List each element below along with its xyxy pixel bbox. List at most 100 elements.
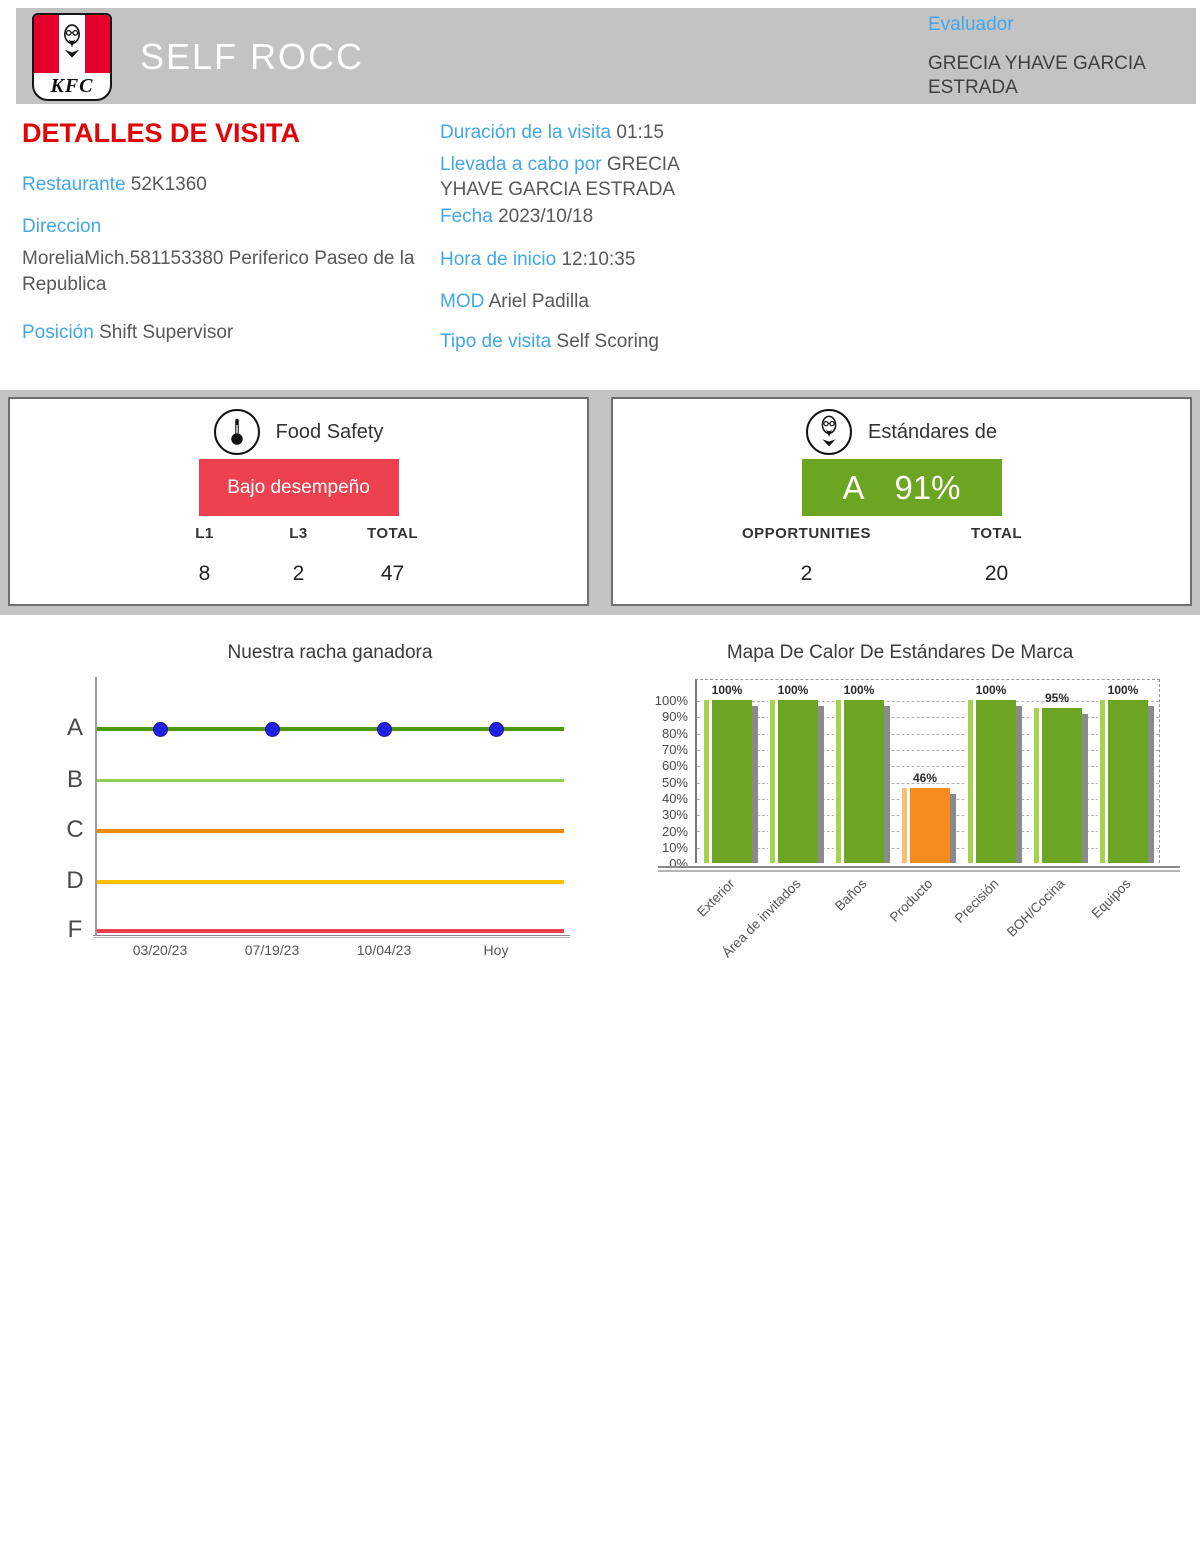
bar-fill bbox=[834, 700, 890, 863]
grade-line-d bbox=[97, 880, 564, 884]
bar-fill bbox=[966, 700, 1022, 863]
kfc-logo-text: KFC bbox=[50, 75, 94, 97]
page-title: SELF ROCC bbox=[140, 36, 365, 77]
grade-line-b bbox=[97, 779, 564, 782]
bar-chart-x-axis bbox=[658, 866, 1180, 868]
bar-value-label: 95% bbox=[1044, 691, 1070, 705]
data-point-marker bbox=[153, 721, 168, 737]
bar-fill bbox=[900, 788, 956, 863]
bar-equipos: 100% bbox=[1098, 680, 1154, 863]
evaluator-block: Evaluador GRECIA YHAVE GARCIA ESTRADA bbox=[928, 14, 1188, 100]
bar-value-label: 100% bbox=[975, 683, 1007, 697]
bar-producto: 46% bbox=[900, 680, 956, 863]
y-tick-label: 50% bbox=[661, 775, 688, 790]
detail-llevada-a-cabo: Llevada a cabo por GRECIA YHAVE GARCIA E… bbox=[440, 154, 679, 200]
brand-grade-badge: A 91% bbox=[801, 459, 1002, 516]
line-chart-y-axis bbox=[95, 677, 97, 938]
detail-duracion: Duración de la visita 01:15 bbox=[440, 122, 664, 143]
y-tick-label: 80% bbox=[661, 726, 688, 741]
bar-fill bbox=[768, 700, 824, 863]
x-category-label: Equipos bbox=[1088, 876, 1134, 922]
bar-exterior: 100% bbox=[702, 680, 758, 863]
detail-direccion-label: Direccion bbox=[22, 216, 102, 237]
brand-score: 91% bbox=[894, 468, 961, 506]
line-chart-x-axis bbox=[93, 935, 570, 938]
gridline bbox=[697, 717, 1159, 718]
line-chart-title: Nuestra racha ganadora bbox=[227, 642, 433, 663]
brand-standards-title: Estándares de bbox=[868, 420, 997, 443]
kfc-logo-stripes bbox=[34, 15, 110, 73]
kfc-logo: KFC bbox=[32, 13, 112, 101]
y-label-grade-b: B bbox=[66, 766, 83, 793]
food-safety-status-badge: Bajo desempeño bbox=[198, 459, 399, 516]
x-category-label: Área de invitados bbox=[719, 876, 804, 961]
data-point-marker bbox=[489, 721, 504, 737]
visit-details-left: DETALLES DE VISITA Restaurante 52K1360 D… bbox=[22, 118, 430, 343]
y-tick-label: 40% bbox=[661, 791, 688, 806]
y-tick-label: 60% bbox=[661, 758, 688, 773]
bar-value-label: 46% bbox=[912, 771, 938, 785]
y-tick-label: 10% bbox=[661, 840, 688, 855]
evaluator-name: GRECIA YHAVE GARCIA ESTRADA bbox=[928, 53, 1145, 98]
food-safety-header: Food Safety bbox=[10, 409, 587, 455]
y-tick-label: 70% bbox=[661, 742, 688, 757]
grade-line-f bbox=[97, 929, 564, 933]
y-tick-label: 90% bbox=[661, 709, 688, 724]
stat-total: TOTAL 20 bbox=[970, 525, 1023, 585]
detail-restaurante: Restaurante 52K1360 bbox=[22, 174, 207, 195]
gridline bbox=[697, 766, 1159, 767]
bar-banos: 100% bbox=[834, 680, 890, 863]
food-safety-title: Food Safety bbox=[275, 420, 384, 443]
food-safety-card: Food Safety Bajo desempeño L1 8 L3 2 TOT… bbox=[8, 397, 589, 606]
brand-standards-header: Estándares de bbox=[613, 409, 1190, 455]
stat-l1: L1 8 bbox=[195, 525, 214, 585]
stat-opportunities: OPPORTUNITIES 2 bbox=[741, 525, 871, 585]
detail-hora-inicio: Hora de inicio 12:10:35 bbox=[440, 249, 636, 270]
x-category-label: Baños bbox=[831, 876, 870, 914]
grade-line-c bbox=[97, 829, 564, 833]
x-category-label: Producto bbox=[886, 876, 936, 925]
bar-value-label: 100% bbox=[711, 683, 743, 697]
y-tick-label: 0% bbox=[669, 856, 688, 871]
colonel-face-icon bbox=[806, 409, 852, 455]
bar-value-label: 100% bbox=[843, 683, 875, 697]
gridline bbox=[697, 783, 1159, 784]
detail-tipo-visita: Tipo de visita Self Scoring bbox=[440, 331, 659, 352]
bar-fill bbox=[1032, 708, 1088, 863]
bar-fill bbox=[702, 700, 758, 863]
y-label-grade-f: F bbox=[67, 916, 83, 943]
data-point-marker bbox=[377, 721, 392, 737]
bar-chart-title: Mapa De Calor De Estándares De Marca bbox=[726, 642, 1074, 663]
bar-area-de-invitados: 100% bbox=[768, 680, 824, 863]
brand-standards-card: Estándares de A 91% OPPORTUNITIES 2 TOTA… bbox=[611, 397, 1192, 606]
data-point-marker bbox=[265, 721, 280, 737]
visit-details-title: DETALLES DE VISITA bbox=[22, 118, 301, 148]
x-tick-label: Hoy bbox=[483, 942, 509, 958]
thermometer-icon bbox=[213, 409, 260, 455]
detail-direccion-value: MoreliaMich.581153380 Periferico Paseo d… bbox=[22, 248, 415, 295]
y-label-grade-d: D bbox=[66, 867, 84, 894]
detail-mod: MOD Ariel Padilla bbox=[440, 291, 589, 312]
bar-boh-cocina: 95% bbox=[1032, 680, 1088, 863]
x-category-label: BOH/Cocina bbox=[1003, 876, 1068, 940]
y-tick-label: 30% bbox=[661, 807, 688, 822]
colonel-face-icon bbox=[59, 22, 85, 67]
evaluator-label: Evaluador bbox=[928, 14, 1014, 35]
bar-fill bbox=[1098, 700, 1154, 863]
brand-standards-stats: OPPORTUNITIES 2 TOTAL 20 bbox=[613, 525, 1190, 586]
brand-grade: A bbox=[842, 468, 865, 506]
y-label-grade-a: A bbox=[66, 714, 83, 741]
bar-value-label: 100% bbox=[777, 683, 809, 697]
x-tick-label: 10/04/23 bbox=[356, 942, 412, 958]
bar-chart-plot-area: 100% 100% 100% 46% 100% 95% 100% bbox=[695, 679, 1160, 863]
bar-chart-x-axis-shadow bbox=[658, 870, 1180, 872]
x-category-label: Precisión bbox=[951, 876, 1002, 926]
x-tick-label: 03/20/23 bbox=[132, 942, 188, 958]
gridline bbox=[697, 750, 1159, 751]
bar-precision: 100% bbox=[966, 680, 1022, 863]
y-tick-label: 20% bbox=[661, 824, 688, 839]
score-cards-band: Food Safety Bajo desempeño L1 8 L3 2 TOT… bbox=[0, 390, 1200, 615]
x-category-label: Exterior bbox=[694, 876, 738, 920]
food-safety-stats: L1 8 L3 2 TOTAL 47 bbox=[10, 525, 587, 586]
